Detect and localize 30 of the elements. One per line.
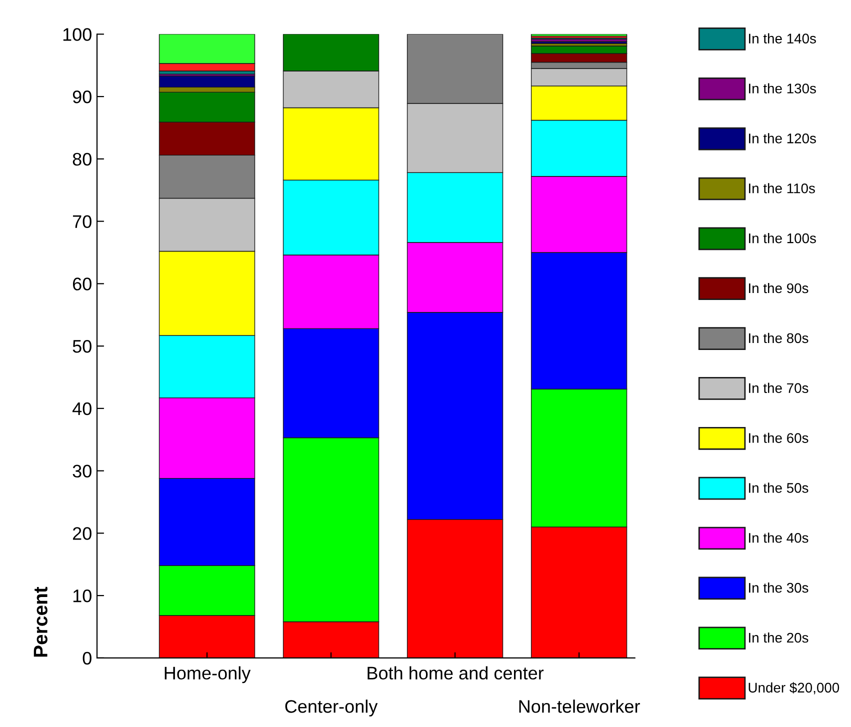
- y-tick-label: 50: [72, 340, 92, 353]
- legend-label: In the 70s: [749, 382, 808, 394]
- y-tick-label: 20: [72, 527, 92, 540]
- y-tick-label: 80: [72, 152, 92, 166]
- legend-label: In the 20s: [749, 632, 808, 643]
- legend-label: In the 50s: [749, 482, 808, 493]
- y-tick-label: 90: [72, 90, 92, 104]
- y-tick-label: 10: [73, 589, 92, 602]
- y-tick-label: 60: [72, 278, 92, 290]
- legend-label: In the 40s: [749, 532, 808, 543]
- x-tick-label: Center-only: [285, 700, 378, 716]
- legend-label: In the 60s: [749, 432, 808, 443]
- legend-label: In the 110s: [749, 183, 815, 194]
- legend-label: In the 130s: [749, 83, 816, 94]
- y-axis-title: Percent: [34, 586, 48, 657]
- y-tick-label: 70: [72, 215, 92, 228]
- legend-label: Under $20,000: [748, 682, 840, 694]
- legend-label: In the 140s: [749, 33, 816, 44]
- x-tick-label: Both home and center: [368, 666, 544, 680]
- legend-label: In the 90s: [749, 282, 808, 294]
- y-tick-label: 0: [82, 652, 92, 665]
- y-tick-label: 40: [72, 402, 92, 416]
- legend-label: In the 100s: [749, 233, 816, 244]
- x-tick-label: Home-only: [164, 666, 251, 684]
- y-tick-label: 100: [63, 28, 92, 41]
- y-tick-label: 30: [72, 464, 92, 478]
- legend-label: In the 80s: [749, 332, 808, 344]
- x-tick-label: Non-teleworker: [519, 700, 640, 713]
- legend-label: In the 30s: [749, 582, 808, 593]
- legend-label: In the 120s: [749, 133, 816, 144]
